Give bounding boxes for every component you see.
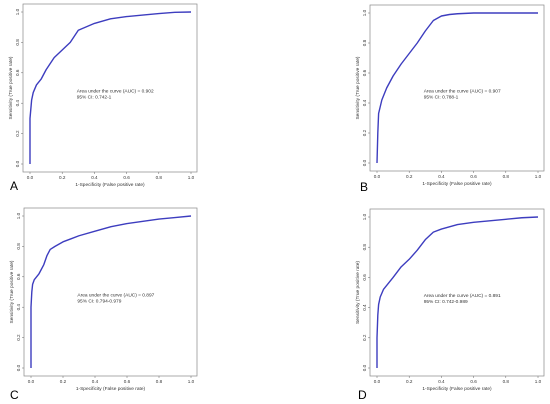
x-tick-label: 0.6 [470,174,477,179]
x-tick-label: 0.8 [156,175,163,180]
x-tick-label: 0.4 [438,379,445,384]
roc-panel-d: 0.0 0.2 0.4 0.6 0.8 1.0 0.0 0.2 0.4 0.6 0.8 1.0 1-Sp… [355,208,545,402]
roc-curve-line [376,12,538,164]
panel-letter: D [358,388,367,402]
y-tick-label: 0.4 [362,304,367,311]
y-tick-label: 0.6 [362,274,367,281]
auc-annotation: Area under the curve (AUC) = 0.907 [424,89,501,95]
plot-frame [23,207,198,377]
auc-annotation: Area under the curve (AUC) = 0.897 [77,293,154,299]
y-tick-label: 0.2 [362,334,367,341]
y-tick-label: 0.0 [15,160,20,167]
auc-annotation: Area under the curve (AUC) = 0.902 [77,89,154,95]
y-tick-label: 1.0 [362,213,367,220]
x-tick-label: 0.0 [28,379,35,384]
y-tick-label: 0.0 [362,159,367,166]
x-tick-label: 0.8 [156,379,163,384]
y-tick-label: 0.6 [15,69,20,76]
ci-annotation: 95% CI: 0.742-0.989 [424,299,468,305]
x-tick-label: 0.2 [406,379,413,384]
x-axis-label: 1-Specificity (False positive rate) [75,182,145,188]
roc-curve-line [376,216,539,368]
x-tick-label: 1.0 [535,379,542,384]
x-tick-label: 0.2 [60,379,67,384]
x-tick-label: 0.6 [124,379,131,384]
panel-letter: B [360,180,368,194]
roc-curve-line [29,11,192,164]
y-tick-label: 0.8 [362,244,367,251]
x-tick-label: 1.0 [188,175,195,180]
y-tick-label: 0.0 [362,364,367,371]
x-axis-label: 1-Specificity (False positive rate) [76,386,146,392]
x-tick-label: 0.6 [470,379,477,384]
y-tick-label: 1.0 [362,9,367,16]
roc-panel-a: 0.0 0.2 0.4 0.6 0.8 1.0 0.0 0.2 0.4 0.6 0.8 1.0 1-Sp… [8,3,198,193]
y-axis-label: Sensitivity (True positive rate) [355,56,361,119]
plot-frame [22,3,198,173]
y-tick-label: 0.2 [16,334,21,341]
ci-annotation: 95% CI: 0.742-1 [77,95,112,101]
y-tick-label: 1.0 [16,212,21,219]
ci-annotation: 95% CI: 0.788-1 [424,95,459,101]
plot-frame [369,208,545,377]
x-tick-label: 0.0 [374,174,381,179]
x-tick-label: 0.4 [92,379,99,384]
y-axis-label: Sensitivity (True positive rate) [355,261,361,324]
panel-letter: C [10,388,19,402]
y-tick-label: 0.4 [15,100,20,107]
y-tick-label: 0.8 [362,39,367,46]
y-tick-label: 0.6 [362,69,367,76]
y-tick-label: 0.4 [362,99,367,106]
y-tick-label: 0.2 [362,129,367,136]
x-tick-label: 0.8 [503,174,510,179]
x-axis-label: 1-Specificity (False positive rate) [422,181,492,187]
x-tick-label: 1.0 [535,174,542,179]
ci-annotation: 95% CI: 0.794-0.979 [77,299,121,305]
x-tick-label: 0.2 [59,175,66,180]
y-tick-label: 0.2 [15,130,20,137]
y-tick-label: 1.0 [15,8,20,15]
roc-panel-b: 0.0 0.2 0.4 0.6 0.8 1.0 0.0 0.2 0.4 0.6 0.8 1.0 1-Sp… [355,4,545,194]
roc-panel-c: 0.0 0.2 0.4 0.6 0.8 1.0 0.0 0.2 0.4 0.6 0.8 1.0 1-Sp… [9,207,198,402]
y-tick-label: 0.0 [16,364,21,371]
panel-letter: A [10,179,18,193]
plot-frame [369,4,545,172]
x-tick-label: 0.2 [406,174,413,179]
x-tick-label: 0.0 [374,379,381,384]
x-tick-label: 1.0 [188,379,195,384]
y-tick-label: 0.6 [16,273,21,280]
y-axis-label: Sensitivity (True positive rate) [8,56,14,119]
auc-annotation: Area under the curve (AUC) = 0.891 [424,293,501,299]
x-tick-label: 0.0 [27,175,34,180]
x-axis-label: 1-Specificity (False positive rate) [422,386,492,392]
x-tick-label: 0.6 [123,175,130,180]
y-axis-label: Sensitivity (True positive rate) [9,260,15,323]
x-tick-label: 0.8 [503,379,510,384]
y-tick-label: 0.8 [15,39,20,46]
roc-curve-line [30,215,192,368]
x-tick-label: 0.4 [91,175,98,180]
y-tick-label: 0.8 [16,243,21,250]
y-tick-label: 0.4 [16,304,21,311]
x-tick-label: 0.4 [438,174,445,179]
